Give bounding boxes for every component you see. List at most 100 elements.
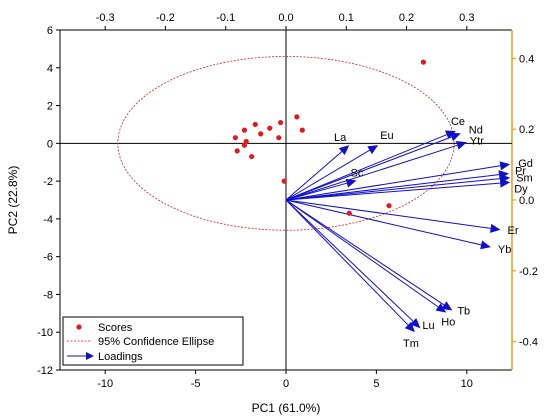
- loading-arrow-tb: [285, 199, 445, 306]
- x-tick-label: -10: [97, 378, 113, 390]
- loading-arrow-la: [285, 151, 343, 201]
- loading-label-er: Er: [508, 225, 519, 237]
- loading-arrow-nd: [285, 136, 452, 201]
- loading-arrow-pr: [285, 174, 500, 201]
- x-tick-label: -5: [191, 378, 201, 390]
- loading-label-eu: Eu: [380, 130, 393, 142]
- loading-arrow-ce: [285, 134, 447, 201]
- y-tick-label: -4: [43, 214, 53, 226]
- loading-arrowhead-nd: [449, 132, 461, 142]
- score-point: [232, 135, 238, 141]
- loading-label-gd: Gd: [518, 158, 533, 170]
- y-tick-label: -8: [43, 289, 53, 301]
- y-tick-label: -12: [37, 365, 53, 377]
- top-tick-label: 0.1: [339, 12, 354, 24]
- loading-arrowhead-yb: [480, 240, 491, 250]
- loading-label-ytr: Ytr: [470, 135, 484, 147]
- loading-label-dy: Dy: [514, 183, 528, 195]
- x-tick-label: 5: [373, 378, 379, 390]
- y-tick-label: 0: [47, 138, 53, 150]
- loading-arrowhead-la: [338, 145, 350, 156]
- right-tick-label: 0.4: [519, 53, 534, 65]
- loading-arrowhead-lu: [410, 318, 421, 329]
- loading-arrow-ho: [285, 199, 439, 308]
- score-point: [281, 178, 287, 184]
- loading-arrow-sm: [285, 178, 501, 201]
- top-tick-label: -0.3: [96, 12, 115, 24]
- legend-box: [62, 316, 244, 366]
- right-tick-label: -0.2: [519, 266, 538, 278]
- loading-arrowhead-sc: [345, 178, 357, 188]
- y-tick-label: 2: [47, 101, 53, 113]
- y-tick-label: 4: [47, 63, 53, 75]
- score-point: [241, 127, 248, 133]
- score-point: [276, 135, 282, 141]
- x-tick-label: 10: [461, 378, 473, 390]
- loading-arrowhead-dy: [499, 178, 511, 188]
- score-point: [346, 210, 352, 216]
- legend: Scores 95% Confidence Ellipse Loadings: [62, 316, 244, 366]
- scores-layer: [232, 59, 427, 216]
- loading-arrow-ytr: [285, 144, 458, 201]
- right-tick-label: 0.0: [519, 195, 534, 207]
- y-axis-title: PC2 (22.8%): [6, 166, 20, 235]
- top-tick-label: 0.3: [459, 12, 474, 24]
- score-point: [386, 203, 392, 209]
- loading-label-tm: Tm: [403, 338, 419, 350]
- x-tick-label: 0: [283, 378, 289, 390]
- loading-label-la: La: [334, 132, 347, 144]
- legend-scores-label: Scores: [98, 322, 133, 334]
- axes-layer: -10 -5 0 5 10 -12 -10 -8 -6 -4 -2 0 2 4 6 -0.3 -0.2 -0.1 0…: [37, 12, 538, 390]
- loading-label-yb: Yb: [498, 244, 511, 256]
- loading-arrowhead-tb: [441, 301, 453, 311]
- legend-scores-marker: [76, 324, 82, 330]
- loading-arrow-lu: [285, 199, 414, 322]
- loading-arrow-eu: [285, 149, 370, 201]
- y-tick-label: 6: [47, 25, 53, 37]
- score-point: [241, 142, 248, 148]
- loading-label-nd: Nd: [469, 124, 483, 136]
- ellipse-layer: [117, 56, 455, 231]
- top-tick-label: 0.2: [399, 12, 414, 24]
- loading-label-sc: Sc: [351, 168, 364, 180]
- legend-loadings-arrowhead: [86, 352, 94, 360]
- top-tick-label: -0.1: [216, 12, 235, 24]
- score-point: [234, 148, 240, 154]
- loading-arrowhead-eu: [367, 145, 379, 155]
- loading-label-lu: Lu: [422, 320, 434, 332]
- loading-arrowhead-ytr: [455, 141, 467, 150]
- loading-label-pr: Pr: [515, 165, 526, 177]
- score-point: [258, 131, 264, 137]
- legend-loadings-label: Loadings: [98, 351, 143, 363]
- loading-arrowhead-gd: [499, 161, 511, 171]
- loading-arrowhead-er: [490, 223, 501, 233]
- loading-arrow-dy: [285, 182, 501, 201]
- loading-arrowhead-ho: [435, 303, 447, 313]
- score-point: [299, 127, 305, 133]
- right-tick-label: 0.2: [519, 124, 534, 136]
- y-tick-label: -10: [37, 327, 53, 339]
- legend-ellipse-label: 95% Confidence Ellipse: [98, 336, 214, 348]
- score-point: [249, 153, 255, 160]
- loading-label-sm: Sm: [516, 173, 533, 185]
- confidence-ellipse: [117, 56, 455, 231]
- y-tick-label: -2: [43, 176, 53, 188]
- top-tick-label: 0.0: [278, 12, 293, 24]
- loading-arrow-gd: [285, 165, 501, 201]
- score-point: [420, 59, 427, 65]
- loading-label-ce: Ce: [451, 116, 465, 128]
- loading-arrow-sc: [285, 182, 348, 201]
- loading-label-ho: Ho: [441, 317, 455, 329]
- score-point: [267, 125, 273, 131]
- loading-arrowhead-ce: [444, 130, 456, 139]
- loading-arrow-tm: [285, 199, 409, 326]
- loading-arrow-yb: [285, 199, 482, 246]
- loading-label-tb: Tb: [457, 306, 470, 318]
- score-point: [294, 114, 300, 120]
- loading-arrow-er: [285, 199, 491, 229]
- right-tick-label: -0.4: [519, 337, 538, 349]
- score-point: [252, 121, 258, 128]
- x-axis-title: PC1 (61.0%): [252, 401, 321, 415]
- score-point: [277, 119, 284, 126]
